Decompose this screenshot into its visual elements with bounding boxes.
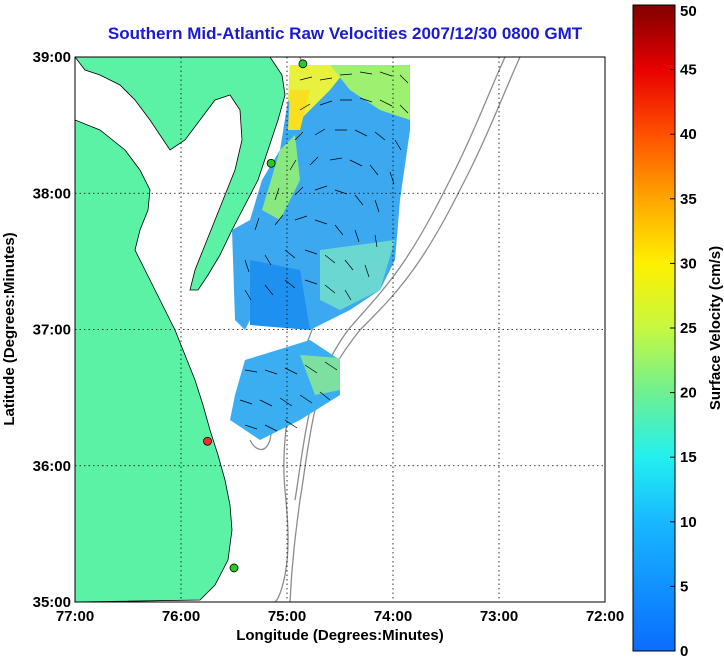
colorbar-tick-label: 5 xyxy=(680,578,688,595)
radar-station-marker xyxy=(266,158,276,168)
radar-stations xyxy=(203,59,308,573)
colorbar-tick-label: 0 xyxy=(680,643,688,659)
x-tick-label: 74:00 xyxy=(374,608,412,625)
y-tick-label: 39:00 xyxy=(33,49,71,66)
colorbar-tick-label: 50 xyxy=(680,3,697,20)
plot-frame xyxy=(74,56,606,603)
y-tick-label: 36:00 xyxy=(33,458,71,475)
colorbar xyxy=(632,4,676,652)
x-tick-label: 77:00 xyxy=(56,608,94,625)
x-tick-label: 73:00 xyxy=(480,608,518,625)
y-tick-labels: 39:00 38:00 37:00 36:00 35:00 xyxy=(33,49,71,611)
map-gridlines xyxy=(75,57,605,602)
x-axis-label: Longitude (Degrees:Minutes) xyxy=(236,627,444,644)
velocity-vectors xyxy=(239,71,409,432)
colorbar-tick-label: 15 xyxy=(680,449,697,466)
x-tick-label: 76:00 xyxy=(162,608,200,625)
map-title: Southern Mid-Atlantic Raw Velocities 200… xyxy=(107,24,583,43)
velocity-field xyxy=(230,65,410,440)
x-tick-label: 75:00 xyxy=(268,608,306,625)
colorbar-tick-label: 25 xyxy=(680,320,697,337)
x-tick-labels: 77:00 76:00 75:00 74:00 73:00 72:00 xyxy=(56,608,624,625)
colorbar-tick-label: 20 xyxy=(680,385,697,402)
y-tick-label: 37:00 xyxy=(33,322,71,339)
y-tick-label: 38:00 xyxy=(33,185,71,202)
radar-station-marker xyxy=(298,59,308,69)
colorbar-tick-labels: 0 5 10 15 20 25 30 35 40 45 50 xyxy=(670,3,697,659)
radar-station-marker xyxy=(203,436,212,446)
y-axis-label: Latitude (Degrees:Minutes) xyxy=(1,232,18,425)
land-mass xyxy=(75,57,286,602)
radar-station-marker xyxy=(229,563,239,573)
colorbar-tick-label: 35 xyxy=(680,191,697,208)
colorbar-tick-label: 45 xyxy=(680,62,697,79)
colorbar-tick-label: 40 xyxy=(680,126,697,143)
y-tick-label: 35:00 xyxy=(33,594,71,611)
colorbar-label: Surface Velocity (cm/s) xyxy=(707,246,724,410)
colorbar-tick-label: 30 xyxy=(680,255,697,272)
x-tick-label: 72:00 xyxy=(586,608,624,625)
colorbar-tick-label: 10 xyxy=(680,514,697,531)
